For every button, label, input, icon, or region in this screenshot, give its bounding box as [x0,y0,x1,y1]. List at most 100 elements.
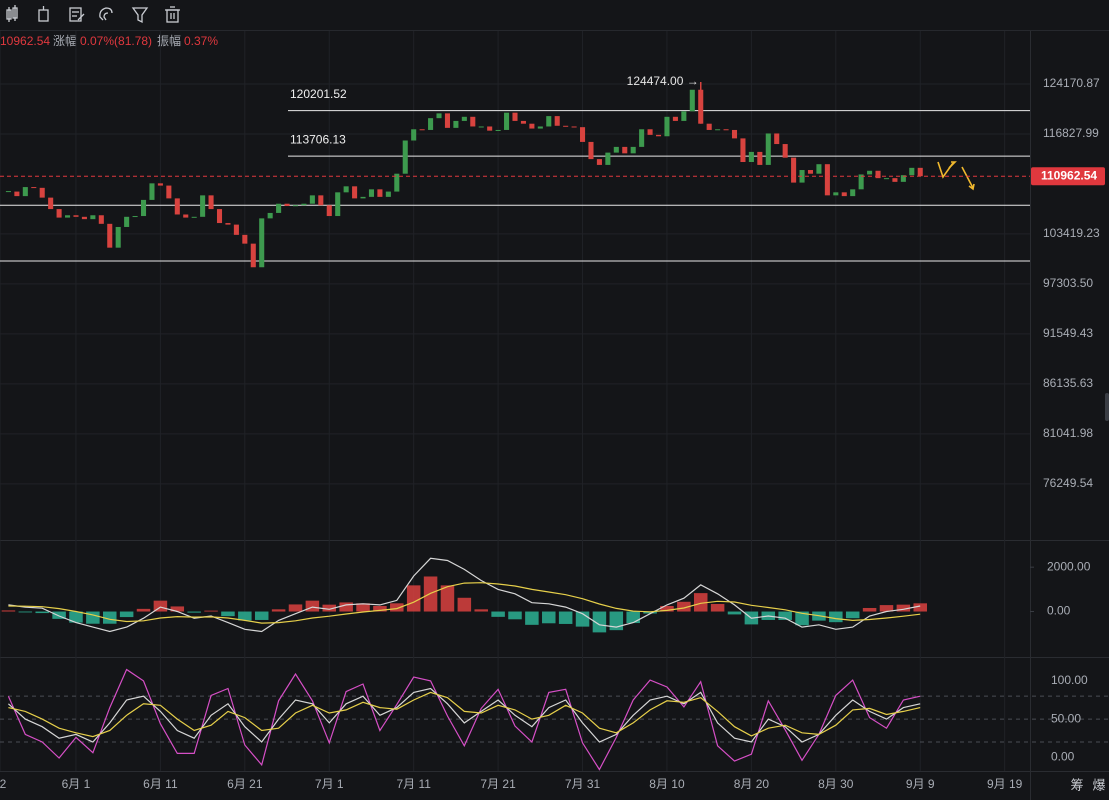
candle [259,218,265,268]
candle [318,195,324,206]
candle [14,191,20,197]
candle [563,125,569,127]
candle [200,195,206,217]
y-tick-label: 50.00 [1051,711,1081,725]
chip-button[interactable]: 筹 [1070,777,1083,792]
candle [765,133,771,165]
candle [377,189,383,197]
candle [216,209,223,224]
liquidation-button[interactable]: 爆 [1092,777,1105,792]
last-price-label: 110962.54 [1041,168,1097,182]
y-tick-label: 91549.43 [1043,326,1093,340]
delete-tool[interactable] [165,6,180,23]
candle [436,113,442,119]
histogram-bar [119,611,134,618]
candle [191,216,197,218]
note-tool[interactable] [69,7,85,22]
candle [537,126,543,129]
histogram-bar [153,600,168,612]
measure-tool[interactable] [38,6,49,22]
x-tick-label: 8月 10 [649,777,685,791]
candle [588,141,594,160]
histogram-bar [103,611,117,624]
candle [124,216,130,227]
candle [292,205,299,207]
candle-tool[interactable] [6,5,18,22]
candle [242,234,248,244]
candle [22,187,28,197]
candle [31,187,37,189]
candle [715,129,721,131]
candle [470,116,476,127]
indicator-line [8,691,921,738]
candle [613,146,619,153]
histogram-bar [491,611,505,617]
candle [605,152,611,165]
histogram-bar [1,610,16,612]
histogram-bar [525,611,539,625]
candle [56,209,62,218]
candle [858,174,864,190]
magnet-tool[interactable] [99,7,113,21]
histogram-bar [322,604,337,612]
y-tick-label: 0.00 [1051,749,1075,763]
candle [546,116,552,127]
histogram-bar [710,603,725,612]
info-label: 振幅 [157,33,181,48]
candle [807,170,814,174]
x-tick-label: 8月 20 [734,777,770,791]
candle [428,118,434,130]
histogram-bar [879,605,894,612]
candle [816,164,822,174]
x-tick-label: 9月 9 [906,777,935,791]
candle [140,199,147,217]
y-tick-label: 81041.98 [1043,426,1093,440]
indicator-line [7,668,921,771]
arrow-drawing [961,166,975,191]
indicator-line [7,687,921,743]
histogram-bar [677,601,691,612]
candle [208,195,214,210]
x-tick-label: 7月 1 [315,777,344,791]
indicator-line [8,557,921,633]
histogram-bar [862,607,877,612]
arrow-drawing [948,161,957,169]
candle [748,151,754,163]
x-tick-label: 6月 1 [62,777,91,791]
candle [512,112,518,121]
histogram-bar [643,611,657,614]
candle [98,215,104,224]
histogram-bar [136,608,151,612]
histogram-bar [204,610,218,612]
histogram-bar [305,600,320,612]
candle [157,183,163,186]
candle [757,151,763,165]
filter-tool[interactable] [131,7,149,24]
candle [335,192,341,217]
histogram-bar [626,611,640,624]
histogram-bar [373,605,387,612]
candle [630,146,636,154]
histogram-bar [170,606,185,612]
candle [731,129,738,139]
x-tick-label: 6月 21 [227,777,263,791]
candle [73,215,79,217]
histogram-bar [339,602,353,612]
histogram-bar [254,611,269,620]
candle [39,187,45,198]
info-value: 0.37% [184,34,218,48]
price-line-label: 113706.13 [290,132,346,146]
info-price: 10962.54 [0,34,50,48]
y-tick-label: 97303.50 [1043,276,1093,290]
candle [647,129,653,135]
y-tick-label: 100.00 [1051,673,1088,687]
candle [723,129,729,131]
y-tick-label: 124170.87 [1043,76,1100,90]
candle [107,223,113,248]
candle [867,170,873,175]
scrollbar[interactable] [1105,393,1109,421]
candle [520,120,526,124]
histogram-bar [660,605,674,612]
candle [267,212,273,219]
candle [250,243,256,268]
